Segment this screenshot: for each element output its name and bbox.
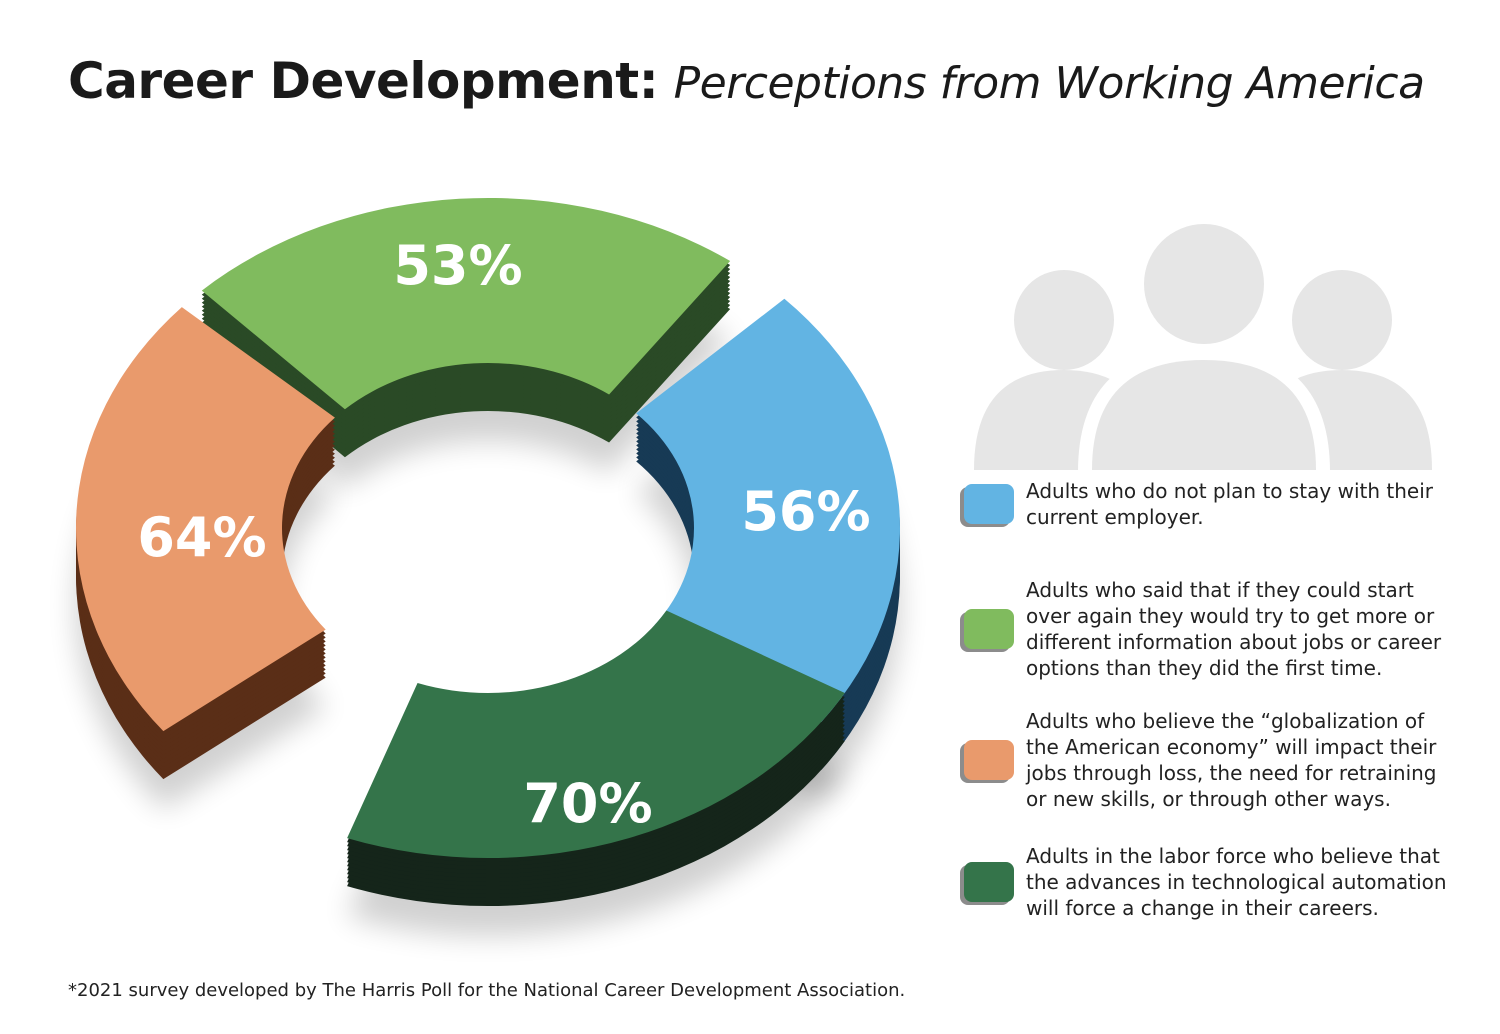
people-group-icon <box>974 220 1432 472</box>
segment-64-percent <box>75 307 335 732</box>
segment-53-percent <box>201 197 731 410</box>
title-bold: Career Development: <box>68 52 659 110</box>
segment-label: 70% <box>523 772 652 835</box>
legend-swatch-blue <box>964 484 1014 524</box>
legend-item: Adults who believe the “globalization of… <box>964 708 1456 812</box>
legend-swatch-light-green <box>964 609 1014 649</box>
donut-chart: 56% 53% 64% 70% <box>75 197 900 937</box>
legend-text: Adults who believe the “globalization of… <box>1026 709 1437 811</box>
segment-56-percent <box>636 298 900 722</box>
segment-label: 53% <box>393 234 522 297</box>
legend-text: Adults in the labor force who believe th… <box>1026 844 1447 920</box>
legend-swatch-dark-green <box>964 862 1014 902</box>
segment-70-percent <box>347 610 845 859</box>
legend-text: Adults who said that if they could start… <box>1026 578 1442 680</box>
title-italic: Perceptions from Working America <box>673 58 1425 109</box>
legend-swatch-orange <box>964 740 1014 780</box>
legend-item: Adults who said that if they could start… <box>964 577 1456 681</box>
legend-text: Adults who do not plan to stay with thei… <box>1026 479 1433 529</box>
segment-label: 56% <box>741 480 870 543</box>
segment-label: 64% <box>137 506 266 569</box>
legend-item: Adults in the labor force who believe th… <box>964 843 1456 921</box>
footnote: *2021 survey developed by The Harris Pol… <box>68 980 906 1001</box>
page-title: Career Development: Perceptions from Wor… <box>68 52 1425 110</box>
legend-item: Adults who do not plan to stay with thei… <box>964 478 1456 530</box>
